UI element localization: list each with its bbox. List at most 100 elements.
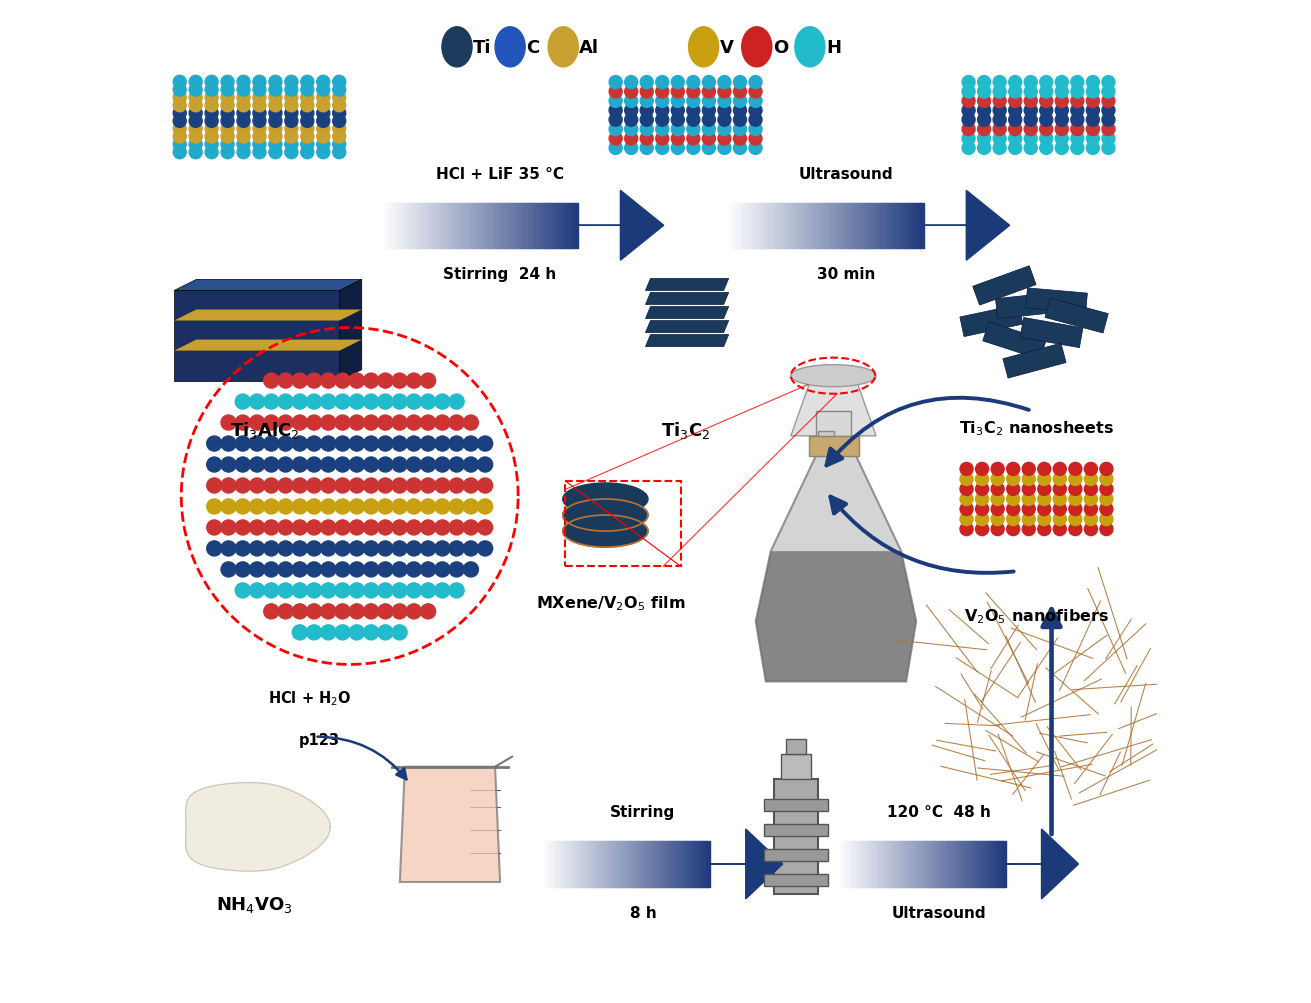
Circle shape xyxy=(477,521,493,536)
Circle shape xyxy=(1068,473,1082,486)
Circle shape xyxy=(205,131,218,143)
Circle shape xyxy=(975,483,988,496)
Circle shape xyxy=(333,131,346,143)
Circle shape xyxy=(1023,503,1036,516)
Bar xyxy=(429,204,434,249)
Circle shape xyxy=(962,95,975,108)
Circle shape xyxy=(1100,493,1113,506)
Circle shape xyxy=(249,478,265,493)
Circle shape xyxy=(349,563,364,578)
Circle shape xyxy=(317,92,330,105)
Circle shape xyxy=(703,86,716,99)
Text: HCl + LiF 35 °C: HCl + LiF 35 °C xyxy=(437,166,564,182)
Bar xyxy=(982,842,986,887)
Bar xyxy=(920,842,924,887)
Bar xyxy=(636,842,640,887)
Circle shape xyxy=(1023,463,1036,476)
Circle shape xyxy=(1024,142,1037,155)
Circle shape xyxy=(1100,503,1113,516)
Circle shape xyxy=(406,584,421,599)
Circle shape xyxy=(278,436,294,451)
Circle shape xyxy=(173,138,186,151)
Circle shape xyxy=(333,92,346,105)
Bar xyxy=(614,842,617,887)
Circle shape xyxy=(406,542,421,557)
Circle shape xyxy=(1007,493,1020,506)
Circle shape xyxy=(189,123,202,136)
Bar xyxy=(505,204,509,249)
Circle shape xyxy=(237,115,250,128)
Circle shape xyxy=(1071,114,1084,127)
Bar xyxy=(794,204,798,249)
Circle shape xyxy=(1071,142,1084,155)
Circle shape xyxy=(656,76,669,89)
Circle shape xyxy=(1053,493,1066,506)
Circle shape xyxy=(1024,114,1037,127)
Circle shape xyxy=(978,104,991,117)
Circle shape xyxy=(1071,104,1084,117)
Circle shape xyxy=(300,84,313,97)
Circle shape xyxy=(1008,114,1021,127)
Circle shape xyxy=(1087,142,1100,155)
Circle shape xyxy=(406,604,421,619)
Circle shape xyxy=(336,625,350,640)
Circle shape xyxy=(421,478,435,493)
Circle shape xyxy=(687,95,700,108)
Circle shape xyxy=(656,95,669,108)
Bar xyxy=(935,842,939,887)
Circle shape xyxy=(687,132,700,145)
Circle shape xyxy=(1024,132,1037,145)
Bar xyxy=(1002,842,1006,887)
Circle shape xyxy=(349,521,364,536)
Circle shape xyxy=(1038,493,1051,506)
Bar xyxy=(901,842,905,887)
Circle shape xyxy=(477,478,493,493)
Circle shape xyxy=(189,92,202,105)
Text: 30 min: 30 min xyxy=(817,267,876,282)
Bar xyxy=(899,204,905,249)
Circle shape xyxy=(624,95,637,108)
Bar xyxy=(574,842,578,887)
Circle shape xyxy=(1068,463,1082,476)
Circle shape xyxy=(300,138,313,151)
Circle shape xyxy=(1103,114,1114,127)
Ellipse shape xyxy=(562,516,648,548)
Circle shape xyxy=(1087,86,1100,99)
Circle shape xyxy=(1038,483,1051,496)
Circle shape xyxy=(253,131,266,143)
Circle shape xyxy=(477,457,493,472)
Circle shape xyxy=(435,542,450,557)
Circle shape xyxy=(975,513,988,526)
Bar xyxy=(435,204,440,249)
Circle shape xyxy=(640,123,653,136)
Circle shape xyxy=(1053,503,1066,516)
Circle shape xyxy=(269,76,282,89)
Circle shape xyxy=(189,131,202,143)
Circle shape xyxy=(278,563,294,578)
Bar xyxy=(893,204,898,249)
Circle shape xyxy=(235,394,250,409)
Circle shape xyxy=(222,115,235,128)
Circle shape xyxy=(392,563,408,578)
Circle shape xyxy=(749,76,762,89)
Circle shape xyxy=(249,584,265,599)
Circle shape xyxy=(392,584,408,599)
Bar xyxy=(574,204,578,249)
Circle shape xyxy=(300,146,313,159)
Bar xyxy=(871,204,874,249)
Circle shape xyxy=(253,115,266,128)
Circle shape xyxy=(207,499,222,515)
Circle shape xyxy=(284,92,298,105)
Circle shape xyxy=(1055,95,1068,108)
Circle shape xyxy=(363,584,379,599)
Circle shape xyxy=(994,114,1006,127)
Bar xyxy=(570,204,574,249)
Circle shape xyxy=(463,563,479,578)
Circle shape xyxy=(237,92,250,105)
Circle shape xyxy=(1084,503,1097,516)
Bar xyxy=(511,204,515,249)
Polygon shape xyxy=(791,376,876,436)
Circle shape xyxy=(284,138,298,151)
Circle shape xyxy=(978,142,991,155)
Bar xyxy=(859,842,863,887)
